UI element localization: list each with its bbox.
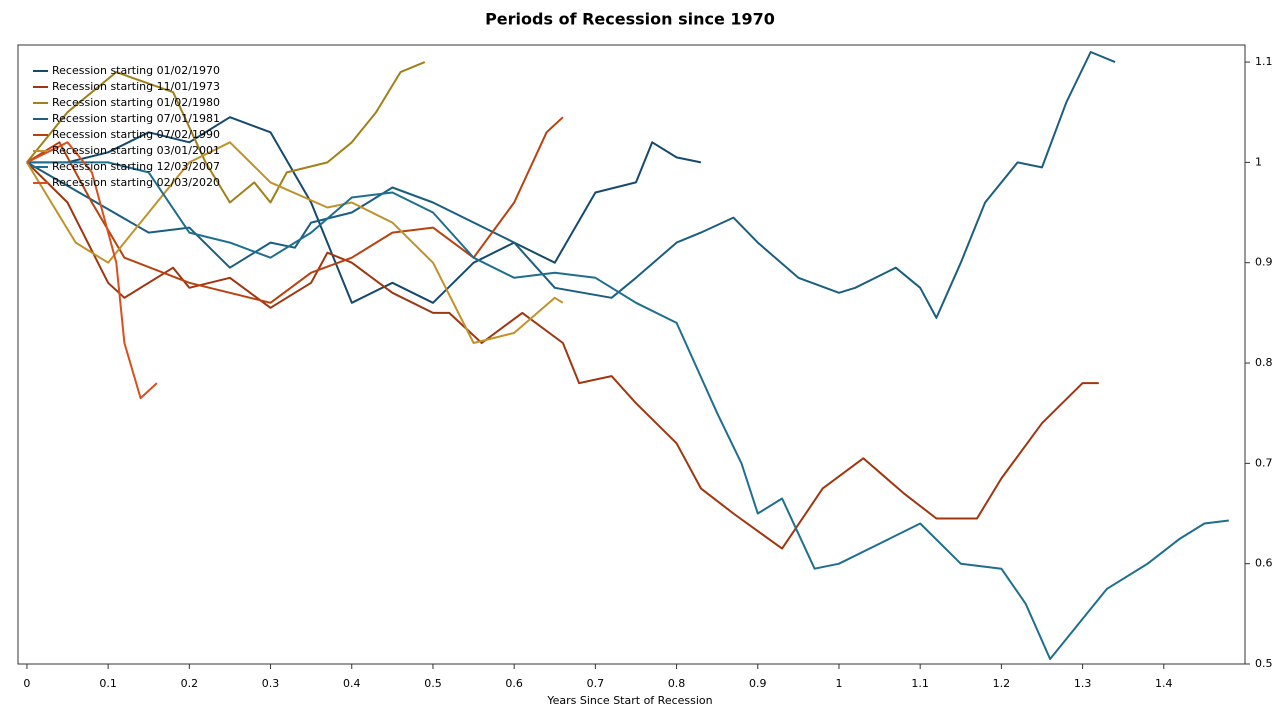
series-line xyxy=(26,141,564,344)
y-tick-label: 0.5 xyxy=(1255,657,1273,670)
chart-title: Periods of Recession since 1970 xyxy=(485,10,775,29)
x-tick-label: 0.5 xyxy=(424,677,442,690)
x-tick-label: 0.2 xyxy=(181,677,199,690)
series-line xyxy=(26,116,702,304)
y-tick-label: 0.9 xyxy=(1255,256,1273,269)
y-tick-label: 1 xyxy=(1255,155,1262,168)
y-tick-label: 0.8 xyxy=(1255,356,1273,369)
x-tick-label: 0.1 xyxy=(99,677,117,690)
x-tick-label: 0.3 xyxy=(262,677,280,690)
x-tick-label: 0.7 xyxy=(587,677,605,690)
y-tick-label: 0.7 xyxy=(1255,456,1273,469)
x-tick-label: 1.4 xyxy=(1155,677,1173,690)
legend-label: Recession starting 12/03/2007 xyxy=(52,160,220,173)
x-tick-label: 1 xyxy=(835,677,842,690)
x-tick-label: 0.4 xyxy=(343,677,361,690)
series-line xyxy=(26,116,564,304)
series-line xyxy=(26,51,1116,319)
y-tick-label: 0.6 xyxy=(1255,557,1273,570)
legend-label: Recession starting 11/01/1973 xyxy=(52,80,220,93)
x-tick-label: 1.1 xyxy=(911,677,929,690)
x-tick-label: 0.9 xyxy=(749,677,767,690)
x-axis-label: Years Since Start of Recession xyxy=(546,694,712,707)
x-tick-label: 1.2 xyxy=(993,677,1011,690)
x-tick-label: 0.6 xyxy=(505,677,523,690)
series-line xyxy=(26,141,158,400)
series-line xyxy=(26,61,426,204)
legend-label: Recession starting 01/02/1970 xyxy=(52,64,220,77)
plot-frame xyxy=(17,44,1246,665)
legend-label: Recession starting 07/01/1981 xyxy=(52,112,220,125)
series-line xyxy=(26,161,1099,550)
legend-label: Recession starting 02/03/2020 xyxy=(52,176,220,189)
series-line xyxy=(26,161,1229,660)
x-tick-label: 0 xyxy=(23,677,30,690)
legend-label: Recession starting 03/01/2001 xyxy=(52,144,220,157)
x-tick-label: 1.3 xyxy=(1074,677,1092,690)
legend-label: Recession starting 01/02/1980 xyxy=(52,96,220,109)
x-tick-label: 0.8 xyxy=(668,677,686,690)
legend-label: Recession starting 07/02/1990 xyxy=(52,128,220,141)
y-tick-label: 1.1 xyxy=(1255,55,1273,68)
